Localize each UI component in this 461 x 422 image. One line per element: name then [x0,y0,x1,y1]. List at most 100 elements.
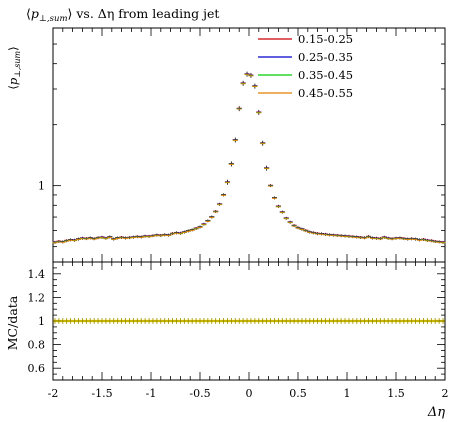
ratio-point [327,318,332,324]
ratio-point [111,318,116,324]
ratio-point [241,318,246,324]
ratio-point [276,318,281,324]
ratio-point [131,318,136,324]
ratio-point [429,318,434,324]
legend: 0.15-0.25 0.25-0.35 0.35-0.45 0.45-0.55 [258,32,353,100]
ratio-point [256,318,261,324]
ratio-point [158,318,163,324]
ratio-point [135,318,140,324]
data-point [205,219,211,223]
ratio-point [186,318,191,324]
ratio-point [374,318,379,324]
data-point [193,226,199,230]
ratio-point [421,318,426,324]
data-point [189,228,195,232]
data-point [217,202,223,206]
data-point [264,165,270,171]
tick-label-layer: -2 -1.5 -1 -0.5 0 0.5 1 1.5 2 1 0.6 0.8 1 1.2 1.4 [28,180,449,400]
ratio-point [209,318,214,324]
ratio-point [264,318,269,324]
ratio-point [307,318,312,324]
ratio-point [198,318,202,324]
ratio-point [170,318,175,324]
ratio-y-tick-label: 1.2 [28,291,46,304]
svg-text:⟨p⊥,sum⟩: ⟨p⊥,sum⟩ [6,46,22,89]
ratio-point [331,318,336,324]
ratio-point [350,318,355,324]
ratio-point [190,318,195,324]
ratio-point [272,318,277,324]
x-tick-label: 0.5 [289,387,307,400]
ratio-point [437,318,442,324]
ratio-point [92,318,97,324]
data-point [252,83,258,89]
ratio-point [397,318,402,324]
main-ylabel: ⟨p⊥,sum⟩ [6,46,22,89]
ratio-point [296,318,300,324]
ratio-point [284,318,289,324]
ratio-point [162,318,167,324]
data-point [166,233,172,237]
ratio-point [370,318,375,324]
ratio-point [84,318,89,324]
data-point [221,193,227,197]
ratio-point [139,318,144,324]
data-point [240,80,246,86]
data-point [291,224,297,228]
data-point [279,210,285,214]
ratio-point [378,318,383,324]
ratio-point [72,318,77,324]
data-point-layer [52,71,446,244]
ratio-point [56,318,61,324]
legend-item: 0.35-0.45 [258,68,353,82]
ratio-point [237,318,242,324]
ratio-y-tick-label: 1 [38,315,45,328]
ratio-point [64,318,69,324]
ratio-point [80,318,85,324]
ratio-y-tick-label: 1.4 [28,268,46,281]
ratio-point [194,318,199,324]
ratio-point [233,318,238,324]
x-tick-label: 2 [442,387,449,400]
ratio-point [127,318,132,324]
ratio-point [292,318,297,324]
ratio-point [154,318,159,324]
ratio-point [166,318,171,324]
ratio-point [346,318,351,324]
ratio-point [386,318,391,324]
ratio-point [248,318,253,324]
ratio-point [354,318,359,324]
ratio-point [213,318,218,324]
data-point [228,161,234,167]
data-point [99,235,105,239]
ratio-point [205,318,210,324]
ratio-point [182,318,187,324]
tick-layer [52,28,446,381]
ratio-point [366,318,371,324]
ratio-point [252,318,257,324]
data-point [107,235,113,239]
ratio-point [425,318,430,324]
data-point [248,72,254,78]
x-tick-label: -2 [48,387,59,400]
ratio-ylabel: MC/data [5,295,20,350]
ratio-point [201,318,206,324]
data-point [209,215,215,219]
ratio-point [103,318,108,324]
ratio-point [409,318,414,324]
ratio-point [119,318,124,324]
ratio-point [288,318,293,324]
data-point [213,210,219,214]
ratio-point [299,318,304,324]
ratio-point [107,318,112,324]
ratio-point [390,318,395,324]
ratio-point [115,318,120,324]
legend-item: 0.25-0.35 [258,50,353,64]
ratio-point [358,318,363,324]
ratio-point [315,318,320,324]
ratio-point [143,318,148,324]
legend-item: 0.15-0.25 [258,32,353,46]
ratio-point [217,318,222,324]
ratio-point [268,318,273,324]
